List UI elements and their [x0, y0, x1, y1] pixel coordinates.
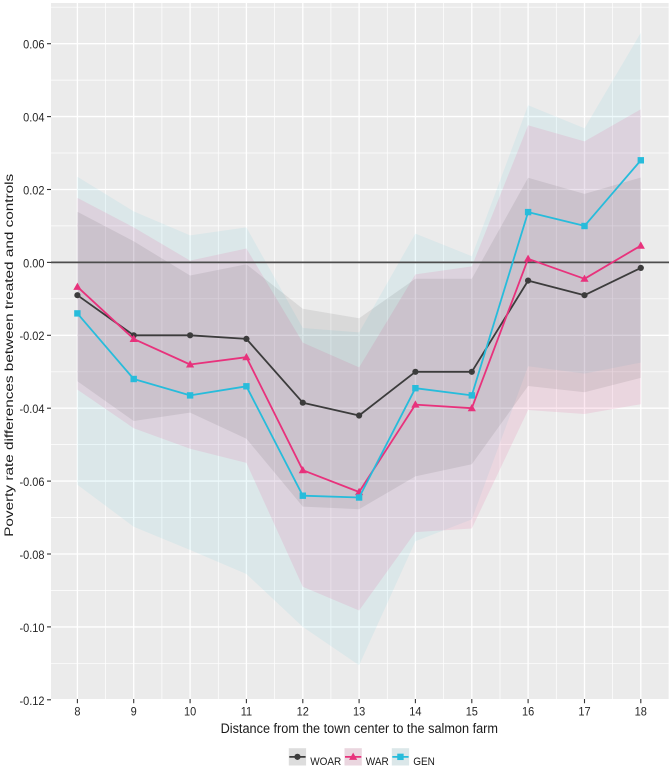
svg-text:GEN: GEN — [413, 755, 435, 768]
svg-text:11: 11 — [241, 705, 252, 719]
svg-text:14: 14 — [409, 705, 422, 719]
svg-text:16: 16 — [522, 705, 534, 719]
svg-text:WOAR: WOAR — [310, 755, 341, 768]
svg-text:17: 17 — [578, 705, 590, 719]
svg-text:18: 18 — [635, 705, 647, 719]
svg-text:Distance from the town center: Distance from the town center to the sal… — [221, 720, 498, 736]
svg-text:13: 13 — [353, 705, 365, 719]
svg-text:-0.02: -0.02 — [19, 330, 44, 344]
svg-text:-0.08: -0.08 — [19, 548, 44, 562]
svg-text:0.04: 0.04 — [23, 111, 45, 125]
svg-text:10: 10 — [184, 705, 197, 719]
svg-text:8: 8 — [74, 705, 80, 719]
svg-text:-0.06: -0.06 — [19, 476, 44, 490]
svg-text:-0.12: -0.12 — [19, 694, 44, 708]
svg-text:WAR: WAR — [366, 755, 389, 768]
svg-text:12: 12 — [297, 705, 309, 719]
svg-text:15: 15 — [466, 705, 478, 719]
svg-text:9: 9 — [131, 705, 137, 719]
svg-text:0.00: 0.00 — [23, 257, 45, 271]
svg-text:-0.10: -0.10 — [19, 621, 45, 635]
svg-text:0.06: 0.06 — [23, 38, 44, 52]
svg-text:0.02: 0.02 — [23, 184, 44, 198]
svg-text:-0.04: -0.04 — [19, 403, 45, 417]
svg-text:Poverty rate differences betwe: Poverty rate differences between treated… — [2, 174, 16, 537]
